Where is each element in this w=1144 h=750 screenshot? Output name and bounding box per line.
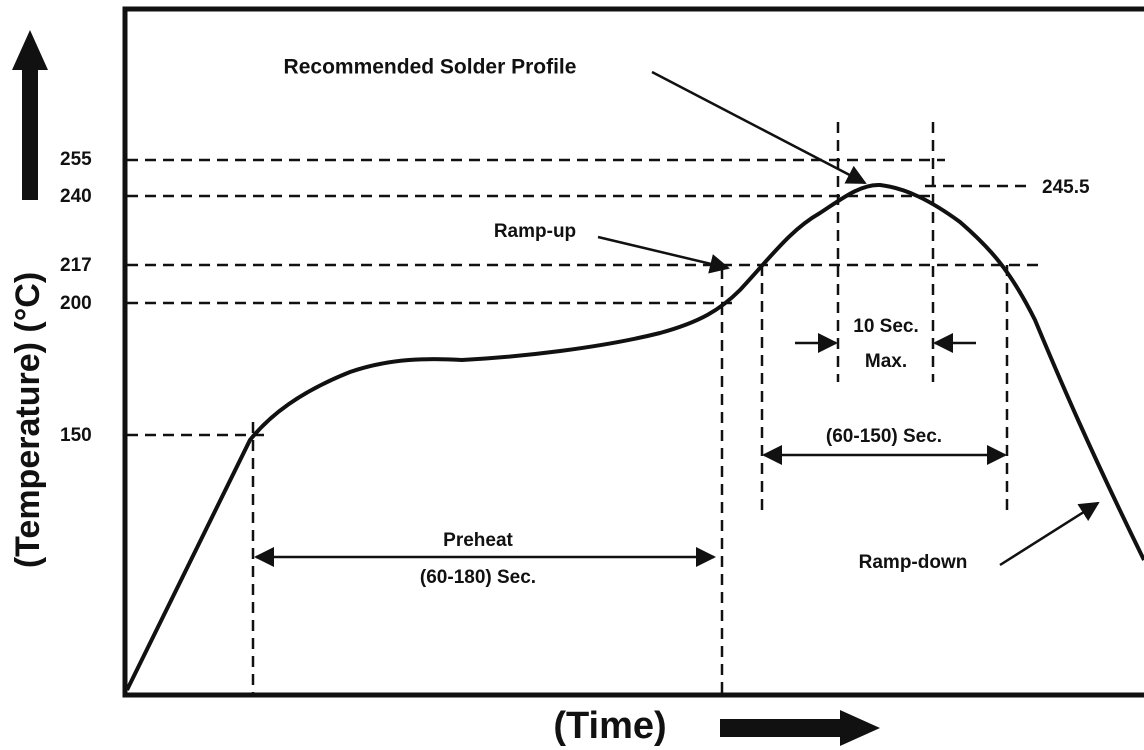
guide-lines <box>127 122 1045 695</box>
arrows <box>12 30 1100 746</box>
profile-curve <box>125 182 1144 691</box>
peak-label: 245.5 <box>1042 177 1090 198</box>
ramp-down-label: Ramp-down <box>859 552 968 573</box>
title: Recommended Solder Profile <box>284 56 577 79</box>
temperature-label: 240 <box>60 186 92 207</box>
x-axis-label: (Time) <box>553 705 666 747</box>
preheat-time-label: (60-180) Sec. <box>420 567 536 588</box>
temperature-label: 255 <box>60 149 92 170</box>
temperature-label: 150 <box>60 425 92 446</box>
frame <box>122 6 1144 698</box>
peak-time-label: 10 Sec. <box>853 316 919 337</box>
temperature-label: 217 <box>60 255 92 276</box>
peak-time-label: Max. <box>865 351 907 372</box>
ramp-up-label: Ramp-up <box>494 221 576 242</box>
preheat-label: Preheat <box>443 530 513 551</box>
y-axis-label: (Temperature) (°C) <box>9 272 47 568</box>
temperature-label: 200 <box>60 293 92 314</box>
liquidus-time-label: (60-150) Sec. <box>826 426 942 447</box>
